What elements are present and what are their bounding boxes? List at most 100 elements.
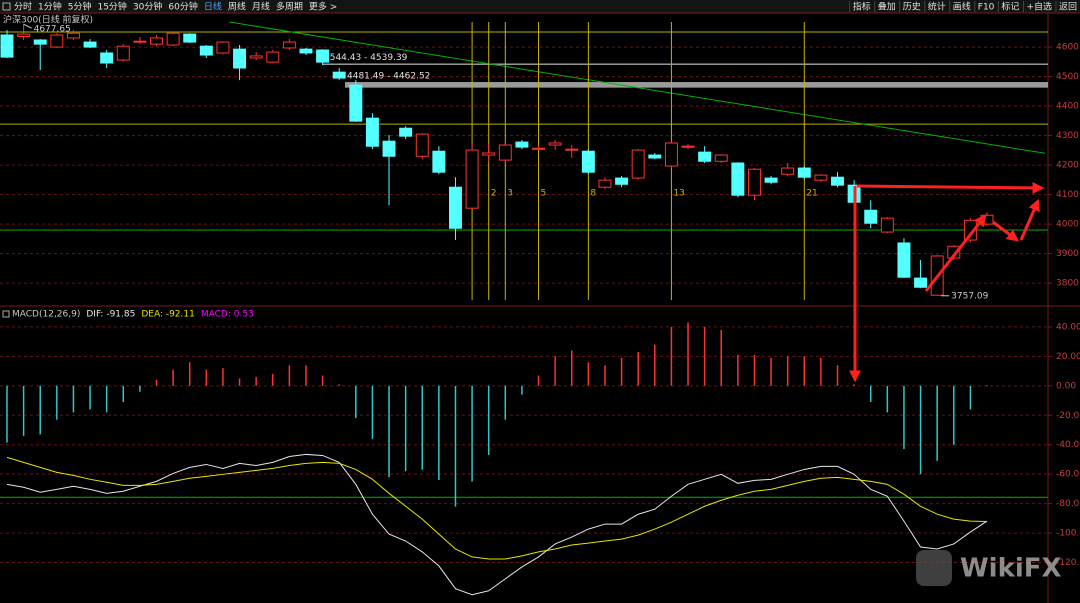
toolbar-tab[interactable]: 更多 > — [309, 1, 337, 13]
high-label: 4677.65 — [34, 25, 71, 35]
macd-bar — [587, 362, 590, 386]
menu-icon[interactable] — [2, 2, 11, 11]
drawn-arrows — [849, 181, 1045, 383]
macd-bar — [504, 385, 507, 420]
toolbar-tab[interactable]: 日线 — [204, 1, 222, 13]
toolbar-button[interactable]: F10 — [978, 3, 995, 13]
candle-body — [100, 52, 114, 64]
toolbar-button[interactable]: 叠加 — [878, 2, 896, 13]
candle-body — [747, 168, 761, 196]
toolbar-button[interactable]: 历史 — [903, 1, 921, 13]
candle-body — [399, 127, 413, 137]
price-band — [345, 82, 1048, 88]
candle-body — [664, 142, 678, 167]
candle-body — [382, 140, 396, 157]
candle-body — [581, 150, 595, 173]
y-tick-label: 0.00 — [1056, 381, 1076, 391]
macd-bar — [205, 369, 208, 386]
y-tick-label: 4400 — [1056, 102, 1079, 112]
arrow — [924, 214, 987, 292]
y-tick-label: -40.00 — [1056, 440, 1080, 450]
toolbar-tab[interactable]: 周线 — [228, 1, 246, 13]
macd-bar — [355, 385, 357, 419]
band-label: 4481.49 - 4462.52 — [347, 72, 430, 82]
macd-bar — [703, 326, 706, 386]
y-tick-label: 4600 — [1056, 43, 1079, 53]
y-tick-label: -120.00 — [1056, 558, 1080, 568]
macd-bar — [803, 356, 806, 386]
toolbar-tab[interactable]: 15分钟 — [97, 1, 126, 13]
plot: 3800 3900 4000 4100 4200 4300 4400 4500 4600 4544… — [0, 21, 1080, 596]
candle-body — [0, 34, 14, 58]
toolbar-button[interactable]: 返回 — [1059, 1, 1077, 13]
candle-body — [764, 177, 778, 183]
toolbar-tab[interactable]: 1分钟 — [38, 1, 62, 13]
candle-body — [66, 32, 80, 39]
macd-bar — [620, 357, 623, 386]
candle-body — [233, 48, 247, 69]
macd-bar — [919, 385, 922, 475]
toolbar-tab[interactable]: 分时 — [14, 1, 32, 13]
candle-body — [648, 154, 662, 159]
toolbar-tab[interactable]: 多周期 — [276, 1, 303, 13]
candle-body — [814, 174, 828, 181]
macd-bar — [371, 385, 374, 439]
macd-bar — [155, 379, 158, 386]
candle-body — [714, 154, 728, 162]
toolbar-tab[interactable]: 5分钟 — [68, 1, 92, 13]
candle-body — [880, 217, 894, 233]
y-tick-label: 4100 — [1056, 190, 1079, 200]
toolbar-button[interactable]: 统计 — [928, 1, 946, 13]
legend-icon — [2, 310, 10, 318]
macd-bar — [903, 385, 905, 450]
toolbar-button[interactable]: 指标 — [853, 1, 871, 13]
toolbar-tab[interactable]: 30分钟 — [133, 1, 162, 13]
y-tick-label: 40.00 — [1056, 322, 1080, 332]
candle-body — [83, 41, 97, 48]
price-band — [322, 63, 1048, 65]
macd-bar — [305, 365, 307, 386]
candle-body — [465, 149, 479, 209]
candle-body — [548, 142, 562, 146]
candle-body — [914, 277, 928, 288]
macd-bar — [22, 385, 25, 436]
macd-bar — [654, 344, 656, 386]
candle-body — [415, 133, 429, 157]
y-tick-label: 3900 — [1056, 249, 1079, 259]
macd-bar — [521, 385, 523, 395]
toolbar-bg — [0, 0, 1080, 13]
candle-body — [133, 40, 147, 43]
macd-bar — [853, 384, 855, 386]
macd-bar — [105, 385, 108, 413]
toolbar-button[interactable]: 画线 — [953, 1, 971, 13]
toolbar-tab[interactable]: 月线 — [252, 1, 270, 13]
macd-bar — [770, 357, 772, 386]
macd-bar — [255, 376, 257, 386]
legend-entry: MACD: 0.53 — [201, 310, 254, 320]
candle-body — [33, 39, 47, 45]
toolbar-button[interactable]: 标记 — [1001, 1, 1019, 13]
watermark-logo — [916, 550, 952, 586]
candle-body — [266, 51, 280, 63]
macd-bar — [454, 385, 457, 507]
macd-bar — [421, 385, 424, 470]
candle-body — [532, 147, 546, 150]
macd-bar — [986, 385, 988, 386]
macd-bar — [122, 385, 125, 403]
candle-body — [17, 33, 31, 37]
macd-line — [6, 456, 988, 560]
macd-bar — [570, 350, 573, 386]
macd-bar — [6, 385, 8, 443]
macd-bar — [737, 354, 739, 386]
toolbar-button[interactable]: +自选 — [1026, 1, 1052, 13]
candle-body — [565, 148, 579, 151]
band-label: 4544.43 - 4539.39 — [324, 53, 408, 63]
macd-bar — [172, 369, 174, 386]
arrow — [1019, 198, 1040, 241]
candle-body — [698, 151, 712, 162]
candle-body — [166, 32, 180, 46]
toolbar-tab[interactable]: 60分钟 — [168, 1, 197, 13]
candle-body — [116, 45, 130, 61]
macd-bar — [753, 354, 756, 386]
